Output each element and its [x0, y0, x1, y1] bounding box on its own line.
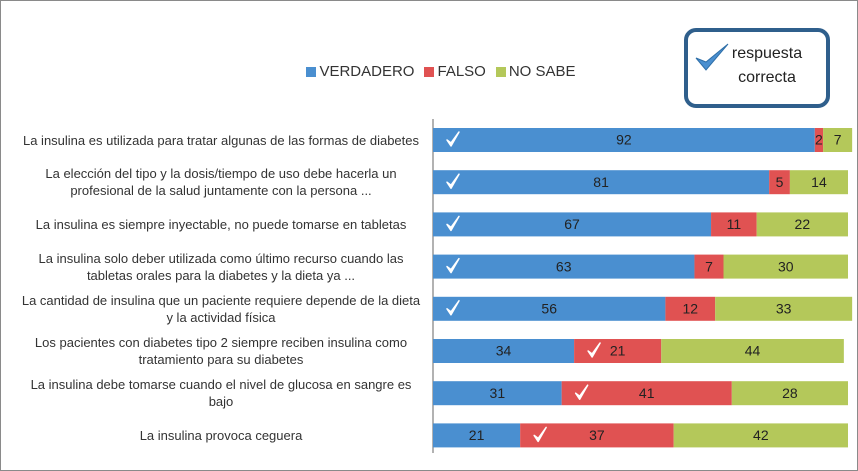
- legend-item: VERDADERO: [306, 63, 414, 80]
- check-mark: [574, 384, 589, 400]
- bar-segment: [433, 423, 521, 448]
- check-mark: [446, 300, 460, 316]
- legend-label: NO SABE: [508, 63, 576, 80]
- bar-segment: [731, 381, 848, 406]
- value-label: 92: [616, 132, 632, 148]
- check-mark: [446, 215, 460, 232]
- bar-segment: [814, 128, 824, 152]
- value-label: 33: [776, 301, 792, 317]
- check-icon: [695, 43, 729, 71]
- bar-segment: [433, 254, 695, 279]
- value-label: 2: [815, 132, 823, 148]
- legend-item: NO SABE: [495, 63, 576, 80]
- check-mark: [446, 131, 460, 147]
- bar-segment: [661, 339, 844, 363]
- value-label: 30: [778, 258, 794, 274]
- value-label: 41: [639, 385, 655, 401]
- bar-segment: [823, 128, 853, 152]
- legend-swatch: [495, 66, 506, 77]
- value-label: 37: [589, 427, 605, 443]
- bar-segment: [723, 254, 848, 279]
- value-label: 44: [745, 343, 761, 359]
- bar-segment: [711, 212, 757, 237]
- category-label: La cantidad de insulina que un paciente …: [21, 292, 421, 325]
- bar-segment: [433, 128, 815, 152]
- bar-segment: [694, 254, 724, 279]
- legend-swatch: [424, 66, 435, 77]
- value-label: 28: [782, 385, 798, 401]
- category-label: La insulina solo deber utilizada como úl…: [38, 250, 404, 283]
- value-label: 63: [556, 258, 572, 274]
- legend: VERDADERO FALSO NO SABE: [271, 63, 611, 80]
- check-mark: [446, 173, 460, 189]
- legend-label: FALSO: [437, 63, 486, 80]
- value-label: 67: [564, 216, 580, 232]
- bar-segment: [715, 296, 853, 321]
- value-label: 5: [776, 174, 784, 190]
- bar-segment: [433, 212, 712, 237]
- bar-segment: [769, 170, 790, 195]
- bar-segment: [561, 381, 732, 406]
- value-label: 34: [496, 343, 512, 359]
- category-label: La insulina provoca ceguera: [139, 427, 303, 443]
- category-label: La insulina es siempre inyectable, no pu…: [35, 216, 407, 232]
- bar-segment: [433, 296, 666, 321]
- value-label: 21: [469, 427, 485, 443]
- category-label: La insulina debe tomarse cuando el nivel…: [30, 377, 412, 410]
- value-label: 22: [795, 216, 811, 232]
- legend-swatch: [306, 66, 317, 77]
- value-label: 81: [593, 174, 609, 190]
- correct-legend-box: respuesta correcta: [684, 28, 830, 108]
- bar-segment: [673, 423, 848, 448]
- check-mark: [587, 342, 601, 358]
- correct-legend-text: respuesta correcta: [731, 45, 803, 86]
- value-label: 31: [490, 385, 506, 401]
- category-label: La elección del tipo y la dosis/tiempo d…: [45, 166, 397, 199]
- check-mark: [446, 257, 460, 274]
- value-label: 56: [541, 301, 557, 317]
- legend-item: FALSO: [424, 63, 486, 80]
- value-label: 14: [811, 174, 827, 190]
- bar-segment: [433, 170, 770, 195]
- value-label: 11: [727, 216, 742, 232]
- bar-segment: [665, 296, 716, 321]
- category-label: Los pacientes con diabetes tipo 2 siempr…: [34, 335, 408, 367]
- legend-label: VERDADERO: [319, 63, 415, 80]
- check-mark: [533, 426, 547, 443]
- value-label: 7: [834, 132, 842, 148]
- bar-segment: [433, 381, 562, 406]
- value-label: 7: [705, 258, 713, 274]
- bar-segment: [756, 212, 848, 237]
- value-label: 12: [683, 301, 699, 317]
- bar-segment: [433, 339, 575, 363]
- category-label: La insulina es utilizada para tratar alg…: [22, 132, 420, 148]
- value-label: 21: [610, 343, 626, 359]
- bar-segment: [789, 170, 848, 195]
- value-label: 42: [753, 427, 769, 443]
